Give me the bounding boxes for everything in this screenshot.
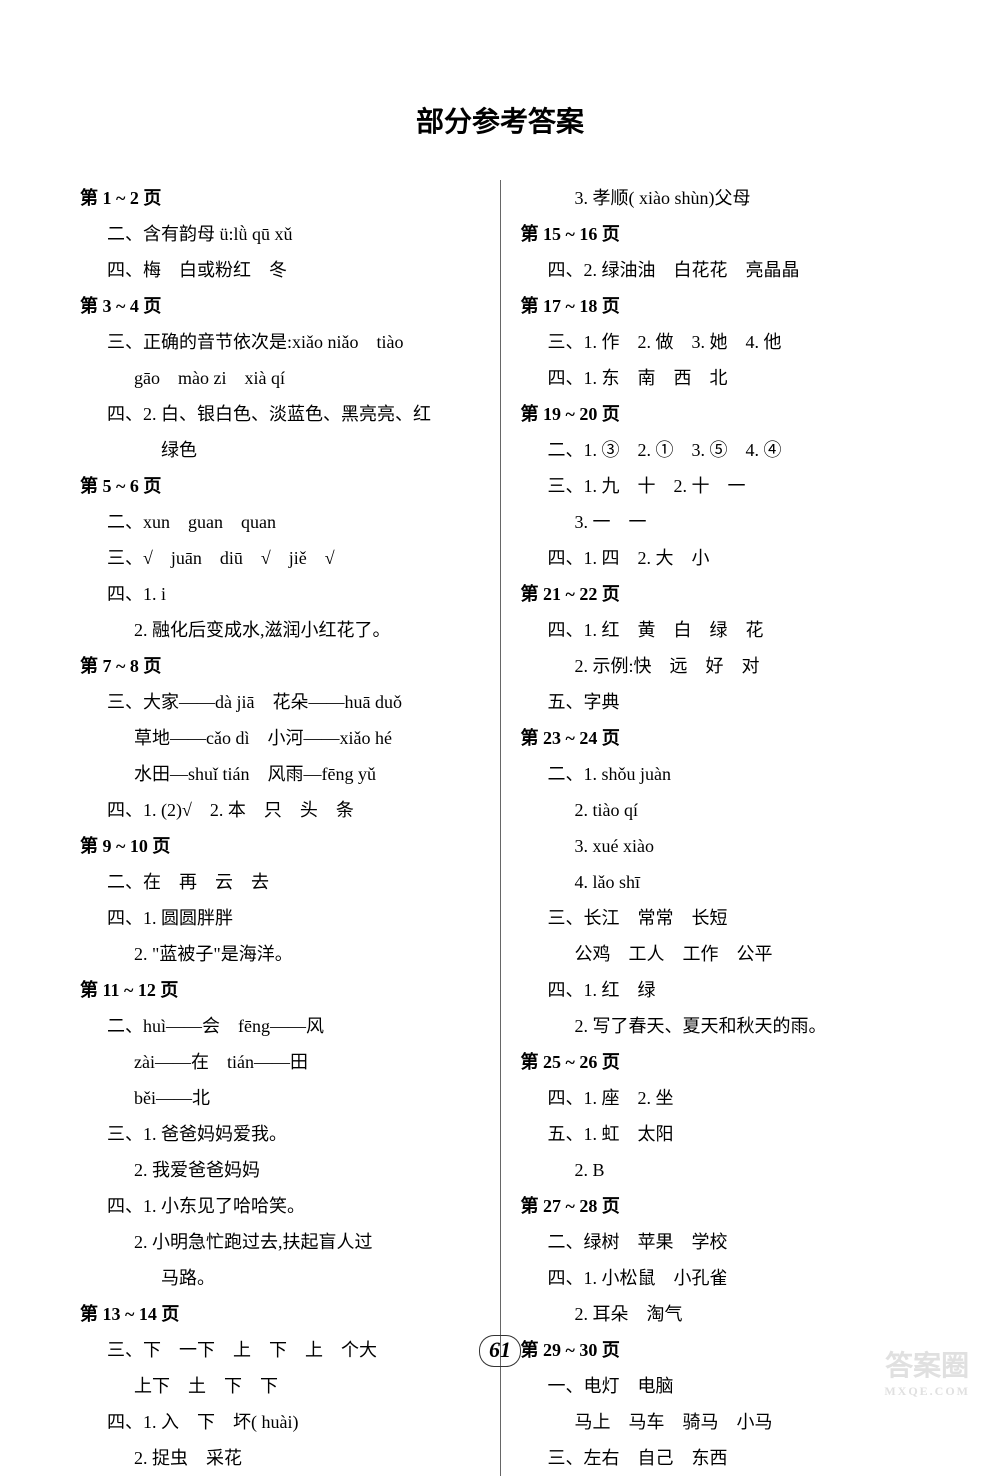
answer-line: 二、xun guan quan — [107, 504, 480, 540]
answer-line-indent: 2. 写了春天、夏天和秋天的雨。 — [575, 1008, 921, 1044]
answer-line: 二、含有韵母 ü:lǜ qū xǔ — [107, 216, 480, 252]
answer-line-indent: 4. lǎo shī — [575, 864, 921, 900]
watermark: 答案圈 MXQE.COM — [884, 1350, 970, 1398]
section-header: 第 21 ~ 22 页 — [521, 576, 921, 612]
answer-line: 二、1. ③ 2. ① 3. ⑤ 4. ④ — [548, 432, 921, 468]
answer-line-indent: 2. 示例:快 远 好 对 — [575, 648, 921, 684]
answer-line: 二、在 再 云 去 — [107, 864, 480, 900]
section-header: 第 27 ~ 28 页 — [521, 1188, 921, 1224]
answer-line-indent: 上下 土 下 下 — [134, 1368, 480, 1404]
watermark-sub: MXQE.COM — [884, 1384, 970, 1398]
page-title: 部分参考答案 — [80, 100, 920, 140]
answer-line: 四、1. 圆圆胖胖 — [107, 900, 480, 936]
answer-line: 四、1. 小松鼠 小孔雀 — [548, 1260, 921, 1296]
answer-line: 三、正确的音节依次是:xiǎo niǎo tiào — [107, 324, 480, 360]
answer-line-indent2: 马路。 — [161, 1260, 480, 1296]
answer-line: 一、电灯 电脑 — [548, 1368, 921, 1404]
answer-line: 四、1. 小东见了哈哈笑。 — [107, 1188, 480, 1224]
answer-line: 四、2. 绿油油 白花花 亮晶晶 — [548, 252, 921, 288]
answer-line-indent2: 绿色 — [161, 432, 480, 468]
answer-line: 五、1. 虹 太阳 — [548, 1116, 921, 1152]
section-header: 第 1 ~ 2 页 — [80, 180, 480, 216]
left-column: 第 1 ~ 2 页二、含有韵母 ü:lǜ qū xǔ四、梅 白或粉红 冬第 3 … — [80, 180, 480, 1476]
section-header: 第 3 ~ 4 页 — [80, 288, 480, 324]
answer-line: 四、1. 座 2. 坐 — [548, 1080, 921, 1116]
column-divider — [500, 180, 501, 1476]
answer-line-indent: 2. tiào qí — [575, 792, 921, 828]
section-header: 第 5 ~ 6 页 — [80, 468, 480, 504]
answer-line-indent: 草地——cǎo dì 小河——xiǎo hé — [134, 720, 480, 756]
page-number-value: 61 — [481, 1337, 519, 1362]
answer-line: 三、1. 爸爸妈妈爱我。 — [107, 1116, 480, 1152]
answer-line-indent: 3. 孝顺( xiào shùn)父母 — [575, 180, 921, 216]
answer-line: 三、下 一下 上 下 上 个大 — [107, 1332, 480, 1368]
right-column: 3. 孝顺( xiào shùn)父母第 15 ~ 16 页四、2. 绿油油 白… — [521, 180, 921, 1476]
answer-line: 三、1. 九 十 2. 十 一 — [548, 468, 921, 504]
answer-line-indent: 2. 融化后变成水,滋润小红花了。 — [134, 612, 480, 648]
answer-line-indent: 2. B — [575, 1152, 921, 1188]
answer-line-indent: běi——北 — [134, 1080, 480, 1116]
answer-line-indent: 2. "蓝被子"是海洋。 — [134, 936, 480, 972]
answer-line-indent: 2. 小明急忙跑过去,扶起盲人过 — [134, 1224, 480, 1260]
answer-line-indent: 2. 我爱爸爸妈妈 — [134, 1152, 480, 1188]
answer-line: 三、1. 作 2. 做 3. 她 4. 他 — [548, 324, 921, 360]
answer-line-indent: 3. 一 一 — [575, 504, 921, 540]
section-header: 第 13 ~ 14 页 — [80, 1296, 480, 1332]
answer-line: 四、梅 白或粉红 冬 — [107, 252, 480, 288]
answer-line: 四、1. (2)√ 2. 本 只 头 条 — [107, 792, 480, 828]
answer-line-indent: 3. xué xiào — [575, 828, 921, 864]
section-header: 第 25 ~ 26 页 — [521, 1044, 921, 1080]
section-header: 第 9 ~ 10 页 — [80, 828, 480, 864]
section-header: 第 29 ~ 30 页 — [521, 1332, 921, 1368]
answer-line: 四、1. 入 下 坏( huài) — [107, 1404, 480, 1440]
section-header: 第 19 ~ 20 页 — [521, 396, 921, 432]
watermark-main: 答案圈 — [884, 1350, 970, 1384]
answer-line: 二、绿树 苹果 学校 — [548, 1224, 921, 1260]
answer-line-indent: 2. 捉虫 采花 — [134, 1440, 480, 1476]
answer-line: 四、1. 四 2. 大 小 — [548, 540, 921, 576]
answer-line-indent: zài——在 tián——田 — [134, 1044, 480, 1080]
section-header: 第 7 ~ 8 页 — [80, 648, 480, 684]
section-header: 第 11 ~ 12 页 — [80, 972, 480, 1008]
answer-line: 二、1. shǒu juàn — [548, 756, 921, 792]
answer-line: 四、1. 东 南 西 北 — [548, 360, 921, 396]
section-header: 第 17 ~ 18 页 — [521, 288, 921, 324]
answer-line-indent: 水田—shuǐ tián 风雨—fēng yǔ — [134, 756, 480, 792]
answer-line: 四、1. i — [107, 576, 480, 612]
answer-line-indent: 公鸡 工人 工作 公平 — [575, 936, 921, 972]
answer-line: 四、1. 红 绿 — [548, 972, 921, 1008]
section-header: 第 23 ~ 24 页 — [521, 720, 921, 756]
answer-line-indent: 2. 耳朵 淘气 — [575, 1296, 921, 1332]
answer-line: 二、huì——会 fēng——风 — [107, 1008, 480, 1044]
answer-line-indent: 马上 马车 骑马 小马 — [575, 1404, 921, 1440]
answer-line: 四、1. 红 黄 白 绿 花 — [548, 612, 921, 648]
answer-line: 三、大家——dà jiā 花朵——huā duǒ — [107, 684, 480, 720]
section-header: 第 15 ~ 16 页 — [521, 216, 921, 252]
answer-line: 四、2. 白、银白色、淡蓝色、黑亮亮、红 — [107, 396, 480, 432]
content-container: 第 1 ~ 2 页二、含有韵母 ü:lǜ qū xǔ四、梅 白或粉红 冬第 3 … — [80, 180, 920, 1476]
answer-line: 五、字典 — [548, 684, 921, 720]
answer-line-indent: gāo mào zi xià qí — [134, 360, 480, 396]
page-number: 61 — [481, 1337, 519, 1363]
answer-line: 三、长江 常常 长短 — [548, 900, 921, 936]
answer-line: 三、√ juān diū √ jiě √ — [107, 540, 480, 576]
answer-line: 三、左右 自己 东西 — [548, 1440, 921, 1476]
